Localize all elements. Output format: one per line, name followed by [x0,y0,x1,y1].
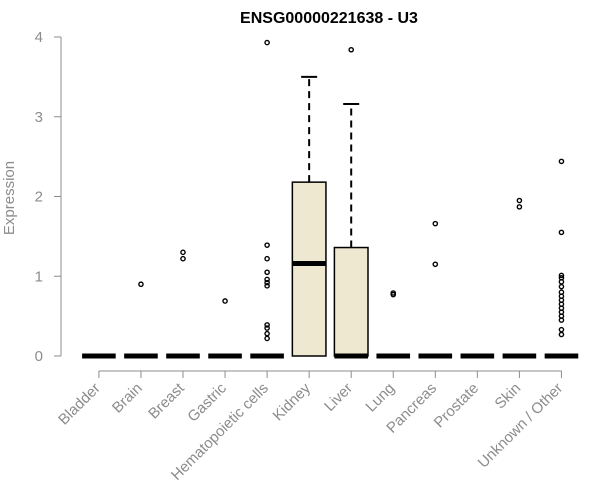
x-tick-label: Liver [321,380,356,415]
x-tick-label: Lung [362,380,398,416]
outlier-point [180,255,186,262]
outlier-point [264,322,270,328]
outlier-point [558,326,565,333]
chart-title: ENSG00000221638 - U3 [240,10,418,27]
box-group [544,158,579,359]
outlier-point [390,290,397,296]
outlier-point [264,283,270,289]
outlier-point [516,204,523,210]
boxes [82,39,579,359]
x-tick-label: Kidney [270,379,315,424]
outlier-point [432,261,439,268]
outlier-point [264,255,270,262]
outlier-point [264,335,270,342]
outlier-point [264,279,270,286]
outlier-point [558,272,565,279]
outlier-point [558,158,565,165]
x-tick-label: Prostate [431,380,483,432]
outlier-point [180,249,186,256]
y-axis: 0 1 2 3 4 [35,29,62,365]
outlier-point [348,46,355,53]
box-group [502,197,537,359]
outlier-point [558,289,565,296]
box [333,246,369,357]
y-axis-label: Expression [1,161,18,235]
outlier-point [222,298,228,304]
outlier-point [558,283,565,290]
outlier-point [558,331,565,338]
outlier-point [264,276,270,283]
outlier-point [264,242,270,248]
outlier-point [558,229,565,236]
y-tick-label: 3 [35,109,43,126]
box-group [208,298,242,359]
box-group [291,75,327,357]
x-tick-label: Bladder [55,380,104,429]
y-tick-label: 0 [35,348,43,365]
outlier-point [432,220,439,227]
box [291,181,327,357]
x-tick-label: Brain [109,380,146,417]
outlier-point [264,269,270,276]
y-tick-label: 4 [35,29,43,46]
outlier-point [264,330,270,337]
y-tick-label: 1 [35,268,43,285]
box-group [166,249,200,359]
outlier-point [138,281,144,288]
box-group [250,39,284,359]
outlier-point [264,325,270,331]
box-group [418,220,453,359]
outlier-point [558,275,565,281]
box-group [124,281,158,359]
box-group [376,290,411,359]
y-tick-label: 2 [35,189,43,206]
outlier-point [516,197,523,204]
box-group [333,46,369,359]
x-tick-label: Skin [492,380,525,413]
outlier-point [264,39,270,46]
x-tick-label: Breast [145,379,188,422]
